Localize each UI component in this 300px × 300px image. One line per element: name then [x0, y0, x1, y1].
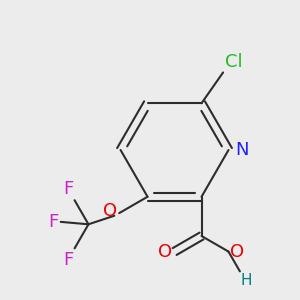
- Text: F: F: [48, 213, 58, 231]
- Text: F: F: [63, 180, 74, 198]
- Text: O: O: [158, 242, 172, 260]
- Text: N: N: [236, 141, 249, 159]
- Text: Cl: Cl: [225, 53, 242, 71]
- Text: F: F: [63, 251, 74, 269]
- Text: O: O: [103, 202, 118, 220]
- Text: O: O: [230, 242, 244, 260]
- Text: H: H: [241, 273, 252, 288]
